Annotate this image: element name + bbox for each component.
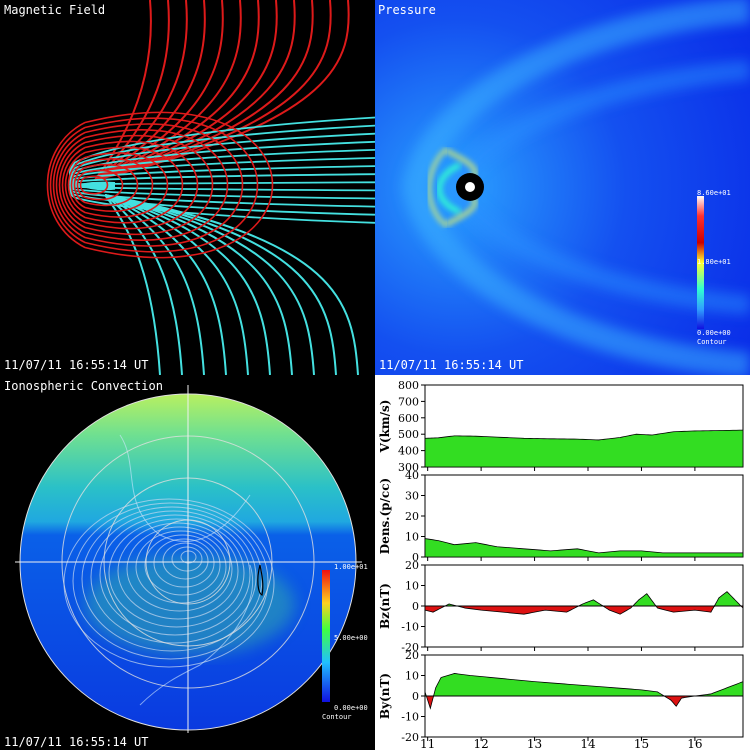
convection-contour	[171, 546, 203, 572]
pressure-colorbar-mid: 1.80e+01	[697, 258, 731, 266]
field-line	[73, 163, 139, 207]
pressure-colorbar	[697, 196, 704, 329]
y-tick-label: -10	[401, 621, 419, 634]
convection-contour	[153, 538, 215, 588]
field-line	[67, 152, 169, 218]
convection-contour	[126, 526, 233, 612]
y-tick-label: 800	[398, 379, 419, 392]
field-line	[61, 140, 199, 230]
field-line	[94, 0, 242, 181]
solar-wind-charts-panel: 800 700 600 500 400 300 V(km/s) 40 30 20 10 0 Dens.(…	[375, 375, 750, 750]
field-line	[70, 158, 154, 212]
x-tick-label: 12	[473, 737, 488, 750]
iono-colorbar-max: 1.00e+01	[334, 563, 368, 571]
field-line	[94, 0, 350, 181]
y-tick-label: 600	[398, 412, 419, 425]
convection-contour	[144, 534, 221, 596]
y-tick-label: -20	[401, 731, 419, 744]
y-tick-label: 10	[405, 670, 419, 683]
field-line	[94, 0, 224, 181]
x-tick-label: 11	[420, 737, 435, 750]
field-line	[69, 183, 375, 192]
iono-timestamp: 11/07/11 16:55:14 UT	[4, 735, 149, 749]
y-tick-label: 40	[405, 469, 419, 482]
convection-contour	[162, 542, 209, 580]
y-tick-label: 700	[398, 395, 419, 408]
field-line	[104, 194, 337, 375]
convection-contour	[108, 518, 245, 628]
field-line	[49, 117, 259, 253]
field-line	[94, 0, 332, 181]
field-line	[58, 134, 214, 236]
pressure-colorbar-max: 8.60e+01	[697, 189, 731, 197]
y-tick-label: 0	[412, 600, 419, 613]
pressure-map	[375, 0, 750, 375]
ylabel-1: Dens.(p/cc)	[378, 478, 392, 554]
y-tick-label: 0	[412, 551, 419, 564]
iono-colorbar-min: 0.00e+00	[334, 704, 368, 712]
y-tick-label: 0	[412, 690, 419, 703]
y-tick-label: 10	[405, 531, 419, 544]
field-line	[104, 194, 205, 375]
magnetic-field-panel: Magnetic Field 11/07/11 16:55:14 UT	[0, 0, 375, 375]
y-tick-label: -10	[401, 711, 419, 724]
x-tick-label: 15	[634, 737, 649, 750]
pressure-panel: Pressure 8.60e+01 1.80e+01 0.00e+00 Cont…	[375, 0, 750, 375]
field-line	[104, 194, 315, 375]
field-line	[46, 111, 274, 259]
convection-contour	[117, 522, 239, 620]
y-tick-label: 10	[405, 580, 419, 593]
x-tick-label: 14	[580, 737, 596, 750]
field-line	[64, 146, 184, 224]
y-tick-label: 400	[398, 445, 419, 458]
field-line	[104, 194, 293, 375]
magnetic-field-lines	[46, 0, 375, 375]
magnetic-field-title: Magnetic Field	[4, 3, 106, 17]
ylabel-3: By(nT)	[378, 673, 392, 719]
field-line	[104, 194, 183, 375]
iono-colorbar	[322, 570, 330, 702]
field-line	[104, 194, 359, 375]
convection-contour	[99, 514, 251, 636]
field-line	[94, 0, 188, 181]
y-tick-label: -20	[401, 641, 419, 654]
field-line	[104, 194, 227, 375]
ylabel-0: V(km/s)	[378, 400, 392, 454]
convection-contour	[72, 502, 269, 660]
field-line	[69, 181, 375, 187]
y-tick-label: 300	[398, 461, 419, 474]
y-tick-label: 20	[405, 649, 419, 662]
field-line	[94, 0, 206, 181]
y-tick-label: 500	[398, 428, 419, 441]
pressure-colorbar-min: 0.00e+00	[697, 329, 731, 337]
pressure-colorbar-caption: Contour	[697, 338, 727, 346]
series-0-positive-area	[424, 429, 744, 468]
ionospheric-map	[15, 385, 362, 733]
field-line	[104, 194, 249, 375]
pressure-timestamp: 11/07/11 16:55:14 UT	[379, 358, 524, 372]
pressure-title: Pressure	[378, 3, 436, 17]
y-tick-label: 20	[405, 559, 419, 572]
series-2-negative-area	[424, 605, 744, 615]
field-line	[79, 175, 109, 195]
convection-contour	[90, 510, 257, 644]
field-line	[104, 194, 271, 375]
x-tick-label: 16	[687, 737, 702, 750]
x-tick-label: 13	[527, 737, 542, 750]
ionospheric-convection-panel: Ionospheric Convection 1.00e+01 5.00e+00…	[0, 375, 375, 750]
field-line	[52, 123, 244, 247]
magnetic-field-timestamp: 11/07/11 16:55:14 UT	[4, 358, 149, 372]
field-line	[76, 169, 124, 201]
iono-title: Ionospheric Convection	[4, 379, 163, 393]
y-tick-label: 20	[405, 510, 419, 523]
series-1-positive-area	[424, 538, 744, 558]
solar-wind-timeseries: 800 700 600 500 400 300 V(km/s) 40 30 20 10 0 Dens.(…	[378, 379, 744, 750]
field-line	[55, 129, 229, 241]
field-line	[94, 0, 314, 181]
iono-colorbar-mid: 5.00e+00	[334, 634, 368, 642]
ylabel-2: Bz(nT)	[378, 583, 392, 629]
y-tick-label: 30	[405, 490, 419, 503]
iono-colorbar-caption: Contour	[322, 713, 352, 721]
